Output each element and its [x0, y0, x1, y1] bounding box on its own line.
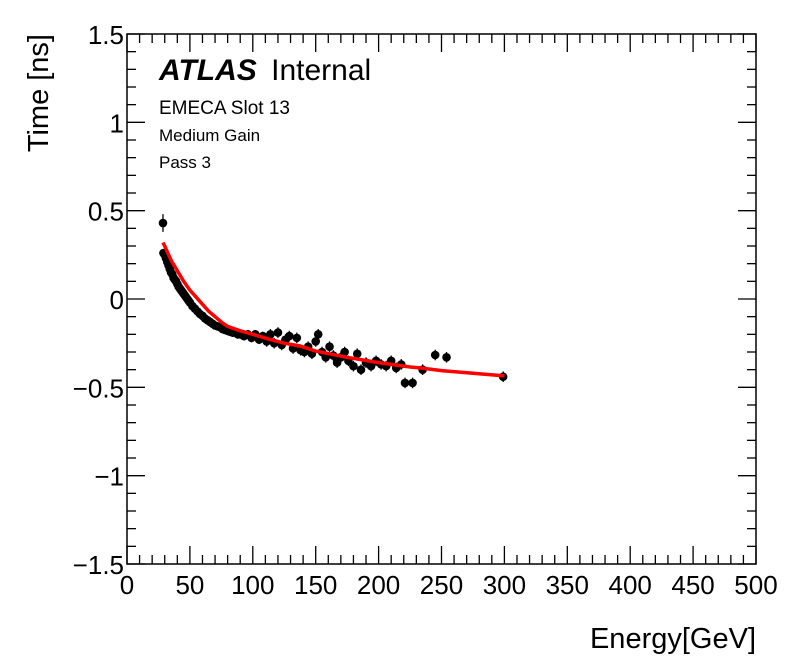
marker [356, 365, 366, 374]
marker [273, 328, 283, 337]
y-tick-label: 0 [110, 285, 124, 315]
x-tick-label: 0 [120, 570, 134, 600]
x-tick-label: 450 [671, 570, 714, 600]
data-point [356, 364, 366, 375]
data-point [313, 329, 323, 340]
x-tick-label: 150 [294, 570, 337, 600]
atlas-status: Internal [271, 54, 371, 87]
data-point [430, 349, 440, 361]
data-point [400, 377, 410, 389]
marker [352, 349, 362, 359]
minor-ticks [127, 34, 756, 564]
plot-frame [126, 33, 757, 565]
y-tick-label: 0.5 [88, 197, 124, 227]
marker [340, 347, 349, 357]
x-tick-label: 300 [483, 570, 526, 600]
marker [400, 378, 410, 388]
marker [325, 342, 334, 352]
marker [430, 350, 440, 360]
x-tick-label: 250 [420, 570, 463, 600]
data-point [325, 341, 334, 352]
marker [313, 330, 323, 339]
x-tick-label: 100 [231, 570, 274, 600]
data-point [292, 332, 302, 344]
x-tick-label: 500 [734, 570, 777, 600]
marker [408, 378, 417, 388]
data-point [284, 330, 294, 342]
data-point [158, 214, 168, 232]
marker [158, 218, 168, 228]
annotation-gain: Medium Gain [159, 126, 260, 145]
x-tick-label: 350 [546, 570, 589, 600]
y-tick-label: −1.5 [73, 550, 124, 580]
x-tick-label: 50 [175, 570, 204, 600]
atlas-label: ATLAS Internal [158, 54, 371, 87]
x-tick-label: 400 [609, 570, 652, 600]
y-tick-labels: −1.5 −1 −0.5 0 0.5 1 1.5 [73, 20, 124, 580]
y-tick-label: 1 [110, 108, 124, 138]
y-tick-label: −0.5 [73, 373, 124, 403]
y-axis-label: Time [ns] [23, 34, 55, 152]
y-tick-label: −1 [94, 462, 124, 492]
marker [349, 361, 358, 371]
data-point [408, 377, 417, 389]
data-point [349, 360, 358, 372]
x-axis-label: Energy[GeV] [590, 623, 756, 655]
x-tick-labels: 0 50 100 150 200 250 300 350 400 450 500 [120, 570, 778, 600]
data-point [442, 352, 451, 363]
marker [442, 353, 451, 362]
marker [292, 333, 302, 343]
fit-curve [161, 241, 505, 378]
annotation-slot: EMECA Slot 13 [159, 98, 290, 119]
marker [284, 331, 294, 341]
annotation-pass: Pass 3 [159, 153, 211, 172]
x-tick-label: 200 [357, 570, 400, 600]
data-points [158, 214, 508, 389]
atlas-experiment: ATLAS [158, 54, 257, 87]
data-point [273, 327, 283, 338]
y-tick-label: 1.5 [88, 20, 124, 50]
marker [266, 330, 275, 339]
